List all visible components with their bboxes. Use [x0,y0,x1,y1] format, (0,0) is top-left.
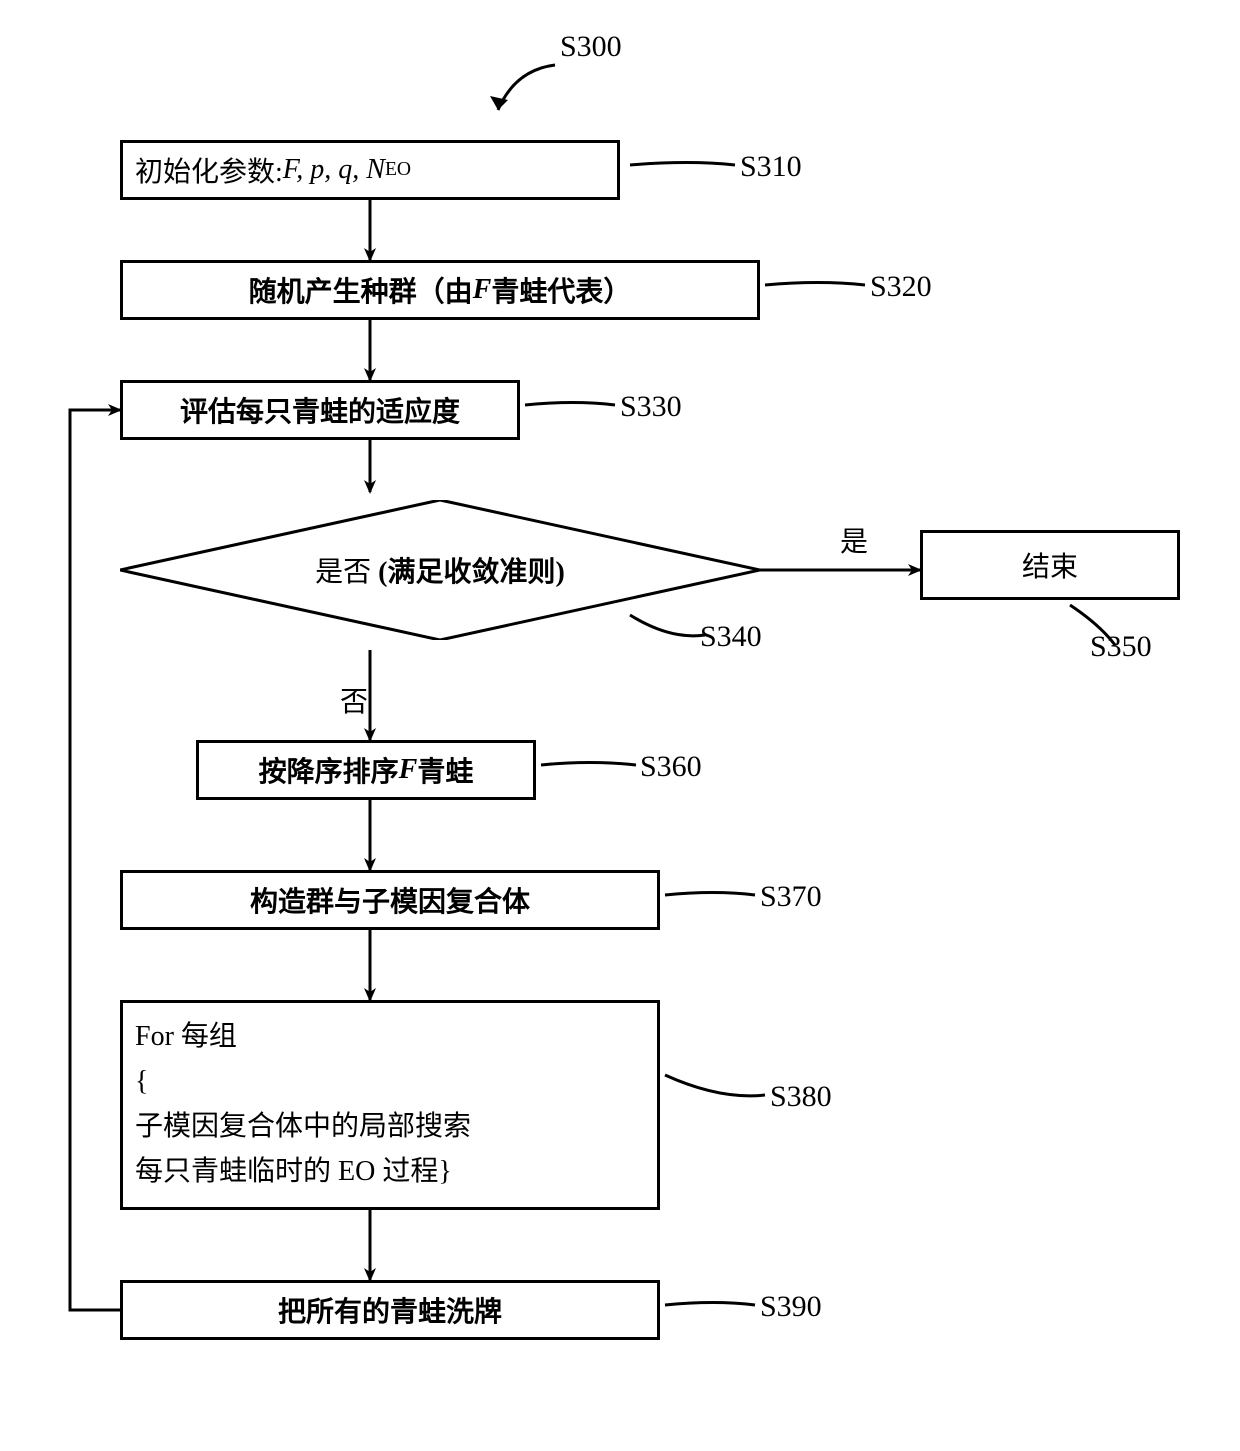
s380-line1: For 每组 [135,1015,237,1060]
s310-box: 初始化参数: F, p, q, N EO [120,140,620,200]
s310-text-prefix: 初始化参数: [135,150,283,190]
s320-box: 随机产生种群（由 F 青蛙代表） [120,260,760,320]
s380-line2: { [135,1060,148,1105]
s320-prefix: 随机产生种群（由 [249,270,473,310]
s380-line3: 子模因复合体中的局部搜索 [135,1105,471,1150]
s380-label: S380 [770,1080,832,1114]
s380-line4: 每只青蛙临时的 EO 过程} [135,1150,452,1195]
s310-label: S310 [740,150,802,184]
s350-text: 结束 [1022,545,1078,585]
s320-mid: F [473,274,492,306]
s320-suffix: 青蛙代表） [491,270,631,310]
s330-text: 评估每只青蛙的适应度 [180,390,460,430]
s300-label: S300 [560,30,622,64]
s340-prefix: 是否 [315,557,378,588]
s360-suffix: 青蛙 [417,750,473,790]
s360-mid: F [399,754,418,786]
s360-label: S360 [640,750,702,784]
s360-box: 按降序排序 F 青蛙 [196,740,536,800]
s390-box: 把所有的青蛙洗牌 [120,1280,660,1340]
s390-text: 把所有的青蛙洗牌 [278,1290,502,1330]
s340-diamond: 是否 (满足收敛准则) [120,500,760,640]
s330-label: S330 [620,390,682,424]
s390-label: S390 [760,1290,822,1324]
s310-params: F, p, q, N [283,154,385,186]
s330-box: 评估每只青蛙的适应度 [120,380,520,440]
s350-box: 结束 [920,530,1180,600]
s310-sub: EO [385,159,411,181]
s320-label: S320 [870,270,932,304]
s340-no-label: 否 [340,680,368,720]
s340-yes-label: 是 [840,520,868,560]
s370-box: 构造群与子模因复合体 [120,870,660,930]
s370-text: 构造群与子模因复合体 [250,880,530,920]
s340-label: S340 [700,620,762,654]
s380-box: For 每组 { 子模因复合体中的局部搜索 每只青蛙临时的 EO 过程} [120,1000,660,1210]
connectors [0,0,1240,1451]
s360-prefix: 按降序排序 [259,750,399,790]
s350-label: S350 [1090,630,1152,664]
s370-label: S370 [760,880,822,914]
s340-bold: (满足收敛准则) [378,557,565,588]
